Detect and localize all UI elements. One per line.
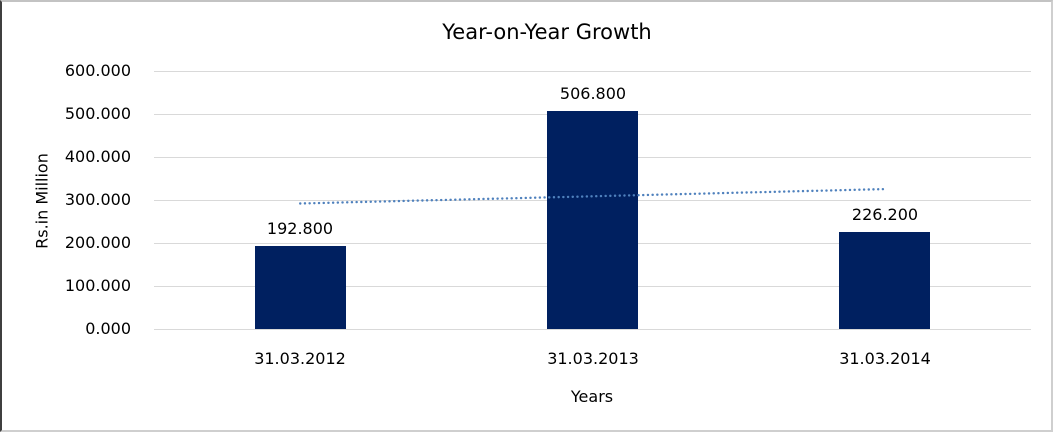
y-tick-label: 500.000 <box>64 104 131 123</box>
data-label: 506.800 <box>559 84 627 103</box>
bar-31.03.2012 <box>255 246 346 329</box>
y-tick-label: 0.000 <box>85 319 131 338</box>
data-label: 192.800 <box>266 219 334 238</box>
gridline <box>154 71 1031 72</box>
x-tick-label: 31.03.2014 <box>839 349 931 368</box>
x-tick-label: 31.03.2013 <box>547 349 639 368</box>
y-tick-label: 400.000 <box>64 147 131 166</box>
bar-31.03.2013 <box>547 111 638 329</box>
gridline <box>154 329 1031 330</box>
x-tick-label: 31.03.2012 <box>254 349 346 368</box>
bar-31.03.2014 <box>839 232 930 329</box>
y-tick-label: 600.000 <box>64 61 131 80</box>
data-label: 226.200 <box>851 205 919 224</box>
chart-title: Year-on-Year Growth <box>442 20 652 44</box>
x-axis-title: Years <box>570 387 614 406</box>
y-tick-label: 300.000 <box>64 190 131 209</box>
y-tick-label: 100.000 <box>64 276 131 295</box>
y-tick-label: 200.000 <box>64 233 131 252</box>
